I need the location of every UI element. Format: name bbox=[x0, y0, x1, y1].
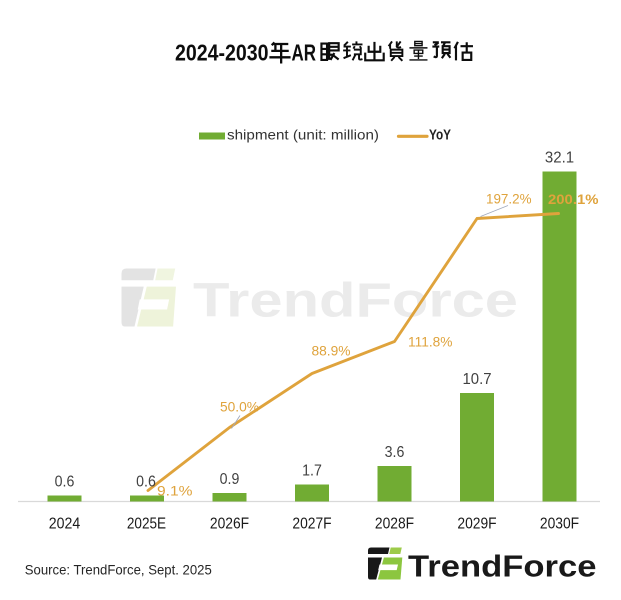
svg-text:0.9: 0.9 bbox=[220, 471, 240, 488]
svg-text:50.0%: 50.0% bbox=[220, 399, 259, 415]
svg-text:9.1%: 9.1% bbox=[157, 483, 193, 499]
svg-text:TrendForce: TrendForce bbox=[408, 548, 597, 583]
svg-text:88.9%: 88.9% bbox=[312, 343, 351, 359]
svg-text:AR: AR bbox=[292, 40, 317, 66]
svg-text:0.6: 0.6 bbox=[55, 474, 75, 491]
svg-text:197.2%: 197.2% bbox=[486, 191, 532, 207]
svg-text:2024-2030: 2024-2030 bbox=[175, 40, 269, 66]
svg-text:YoY: YoY bbox=[429, 128, 451, 144]
svg-text:2024: 2024 bbox=[49, 516, 81, 533]
svg-text:2025E: 2025E bbox=[127, 516, 166, 533]
svg-text:32.1: 32.1 bbox=[545, 150, 574, 167]
svg-text:2028F: 2028F bbox=[375, 516, 414, 533]
svg-text:2027F: 2027F bbox=[292, 516, 331, 533]
svg-text:Source: TrendForce, Sept. 2025: Source: TrendForce, Sept. 2025 bbox=[25, 562, 212, 578]
svg-text:2026F: 2026F bbox=[210, 516, 249, 533]
svg-text:TrendForce: TrendForce bbox=[193, 275, 518, 328]
svg-text:10.7: 10.7 bbox=[463, 371, 492, 388]
svg-text:200.1%: 200.1% bbox=[548, 191, 599, 207]
svg-text:111.8%: 111.8% bbox=[408, 334, 453, 350]
svg-text:2029F: 2029F bbox=[457, 516, 496, 533]
svg-text:3.6: 3.6 bbox=[385, 444, 405, 461]
svg-text:2030F: 2030F bbox=[540, 516, 579, 533]
svg-text:1.7: 1.7 bbox=[302, 463, 322, 480]
svg-text:shipment (unit: million): shipment (unit: million) bbox=[227, 127, 379, 143]
svg-text:0.6: 0.6 bbox=[136, 474, 156, 491]
